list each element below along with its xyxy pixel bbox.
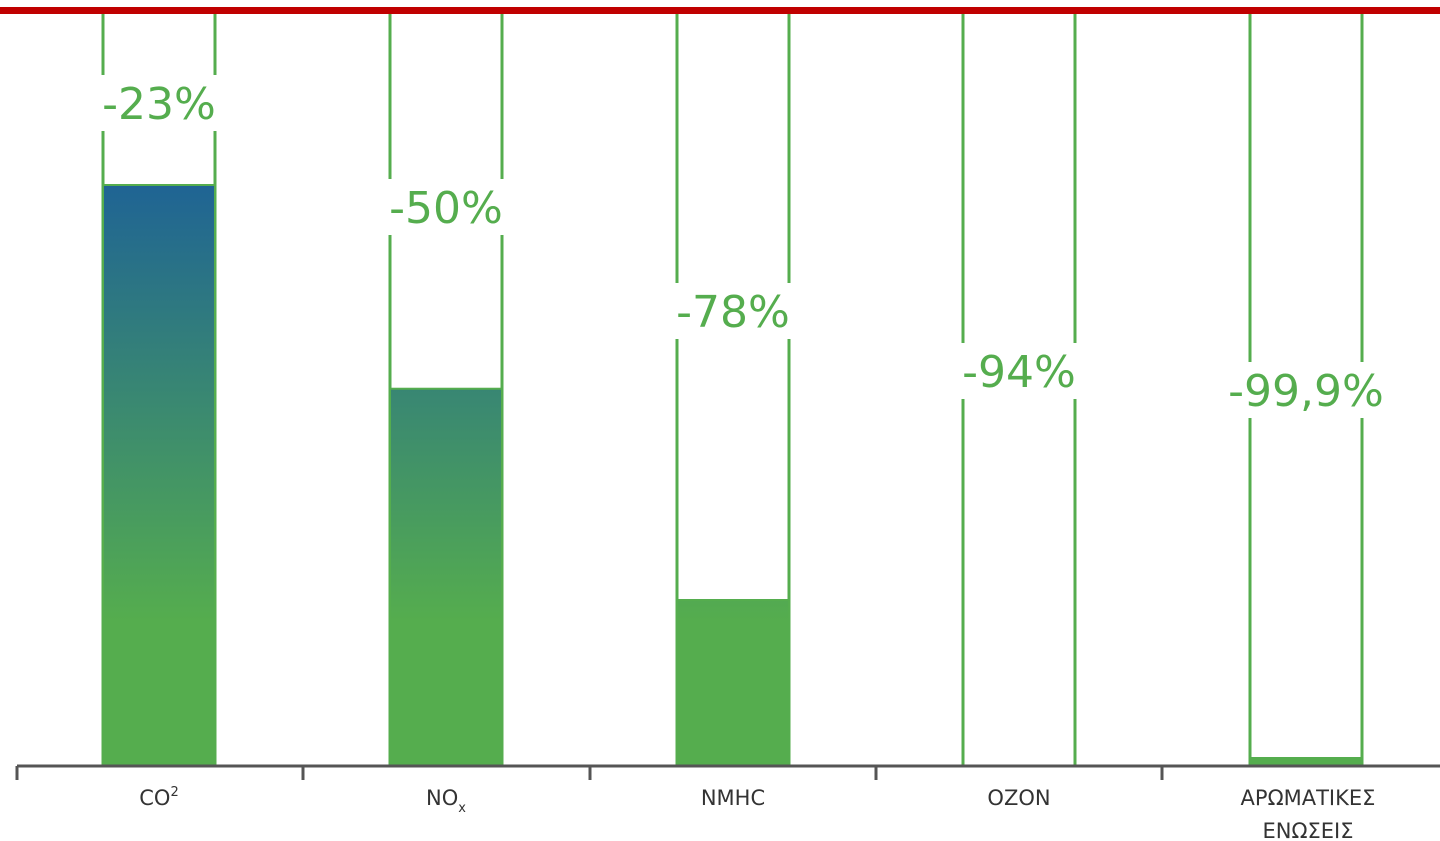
x-tick-label: ΕΝΩΣΕΙΣ <box>1262 819 1353 841</box>
bar <box>102 184 216 767</box>
bar-percent-label: -78% <box>676 287 790 338</box>
x-tick-label: ΑΡΩΜΑΤΙΚΕΣ <box>1241 786 1376 810</box>
x-tick-label: NMHC <box>701 786 765 810</box>
bar <box>389 387 503 767</box>
top-accent-line <box>0 7 1440 14</box>
bar <box>676 599 790 767</box>
x-tick-label: NOx <box>426 786 466 816</box>
bar-percent-label: -23% <box>102 79 216 130</box>
bar-percent-label: -50% <box>389 183 503 234</box>
bar-percent-label: -99,9% <box>1228 366 1384 417</box>
x-tick-label: CO2 <box>139 785 178 810</box>
bar-percent-label: -94% <box>962 347 1076 398</box>
x-tick-label: OZON <box>987 786 1050 810</box>
